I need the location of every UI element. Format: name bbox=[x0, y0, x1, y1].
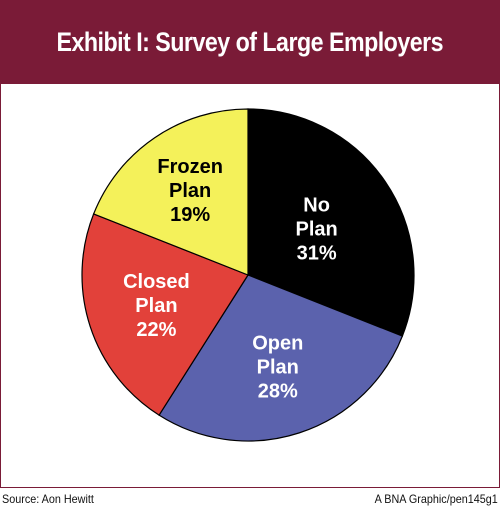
slice-label: No Plan 31% bbox=[296, 194, 338, 264]
slice-label: Frozen Plan 19% bbox=[157, 156, 223, 226]
graphic-credit: A BNA Graphic/pen145g1 bbox=[374, 492, 498, 506]
pie-slice-open-plan-28pct bbox=[158, 274, 404, 442]
chart-footer: Source: Aon Hewitt A BNA Graphic/pen145g… bbox=[0, 489, 500, 509]
pie-slice-no-plan-31pct bbox=[247, 108, 415, 337]
slice-label: Closed Plan 22% bbox=[123, 271, 190, 341]
chart-title: Exhibit I: Survey of Large Employers bbox=[56, 26, 444, 57]
pie-slice-closed-plan-22pct bbox=[81, 213, 249, 416]
pie-chart: No Plan 31% Open Plan 28% Closed Plan 22% Frozen P… bbox=[81, 108, 415, 442]
slice-label: Open Plan 28% bbox=[252, 333, 303, 403]
chart-header: Exhibit I: Survey of Large Employers bbox=[0, 0, 500, 84]
pie-slice-frozen-plan-19pct bbox=[92, 108, 249, 276]
source-note: Source: Aon Hewitt bbox=[2, 492, 94, 506]
